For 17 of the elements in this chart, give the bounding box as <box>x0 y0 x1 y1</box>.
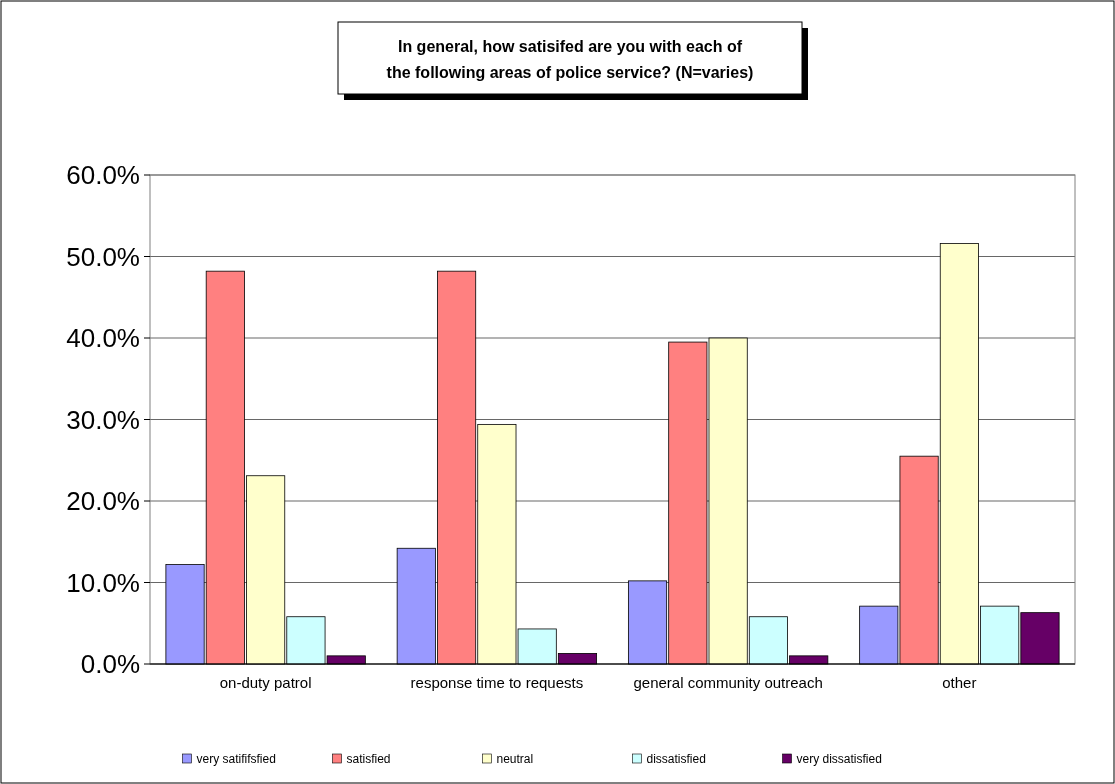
y-tick-label: 20.0% <box>66 486 140 517</box>
y-tick-label: 0.0% <box>80 649 140 680</box>
y-tick-label: 40.0% <box>66 323 140 354</box>
legend-label: neutral <box>496 752 534 767</box>
x-tick-label: other <box>942 674 977 691</box>
y-tick-label: 50.0% <box>66 241 140 272</box>
chart-title: In general, how satisifed are you with each of the following areas of police service? (N=varies) <box>386 38 754 81</box>
legend-label: very dissatisfied <box>796 752 882 767</box>
x-tick-label: general community outreach <box>633 674 823 691</box>
y-tick-label: 10.0% <box>66 567 140 598</box>
y-tick-label: 60.0% <box>66 160 140 191</box>
legend-label: satisfied <box>346 752 391 767</box>
y-tick-label: 30.0% <box>66 404 140 435</box>
legend-label: dissatisfied <box>646 752 706 767</box>
x-tick-label: on-duty patrol <box>219 674 312 691</box>
legend-label: very satififsfied <box>196 752 276 767</box>
x-tick-label: response time to requests <box>410 674 584 691</box>
